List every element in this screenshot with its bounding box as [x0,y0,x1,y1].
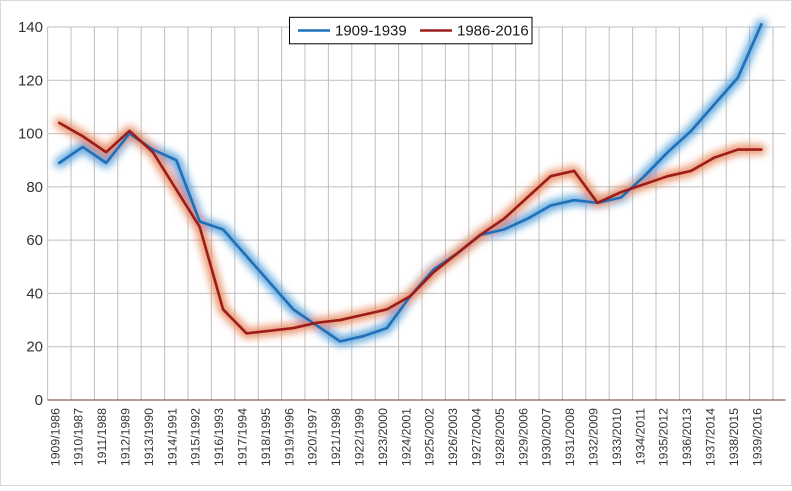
svg-text:1932/2009: 1932/2009 [587,408,601,466]
svg-text:1919/1996: 1919/1996 [282,408,296,466]
svg-text:1936/2013: 1936/2013 [680,408,694,466]
svg-text:1986-2016: 1986-2016 [457,23,529,40]
svg-text:1922/1999: 1922/1999 [353,408,367,466]
svg-text:1918/1995: 1918/1995 [259,408,273,466]
svg-text:20: 20 [26,339,43,356]
svg-text:1911/1988: 1911/1988 [95,408,109,465]
svg-text:120: 120 [18,72,43,89]
svg-text:60: 60 [26,232,43,249]
svg-text:1934/2011: 1934/2011 [633,408,647,465]
svg-text:1914/1991: 1914/1991 [165,408,179,466]
svg-text:0: 0 [35,392,43,409]
svg-text:1921/1998: 1921/1998 [329,408,343,466]
svg-text:1924/2001: 1924/2001 [399,408,413,466]
svg-text:140: 140 [18,19,43,36]
svg-text:1931/2008: 1931/2008 [563,408,577,466]
svg-text:1910/1987: 1910/1987 [72,408,86,466]
svg-text:40: 40 [26,285,43,302]
svg-text:1909-1939: 1909-1939 [335,23,407,40]
svg-text:1938/2015: 1938/2015 [727,408,741,466]
svg-text:1912/1989: 1912/1989 [119,408,133,466]
svg-text:1928/2005: 1928/2005 [493,408,507,466]
svg-text:1939/2016: 1939/2016 [750,408,764,466]
svg-text:1937/2014: 1937/2014 [704,408,718,466]
svg-text:1913/1990: 1913/1990 [142,408,156,466]
svg-text:1930/2007: 1930/2007 [540,408,554,466]
svg-text:1927/2004: 1927/2004 [470,408,484,466]
svg-text:1933/2010: 1933/2010 [610,408,624,466]
svg-text:1917/1994: 1917/1994 [236,408,250,466]
svg-text:1923/2000: 1923/2000 [376,408,390,466]
svg-text:1929/2006: 1929/2006 [516,408,530,466]
svg-text:1920/1997: 1920/1997 [306,408,320,466]
svg-text:1926/2003: 1926/2003 [446,408,460,466]
svg-text:1935/2012: 1935/2012 [657,408,671,466]
svg-text:1915/1992: 1915/1992 [189,408,203,466]
svg-text:1909/1986: 1909/1986 [48,408,62,466]
svg-text:1916/1993: 1916/1993 [212,408,226,466]
svg-text:1925/2002: 1925/2002 [423,408,437,466]
svg-text:100: 100 [18,126,43,143]
svg-text:80: 80 [26,179,43,196]
